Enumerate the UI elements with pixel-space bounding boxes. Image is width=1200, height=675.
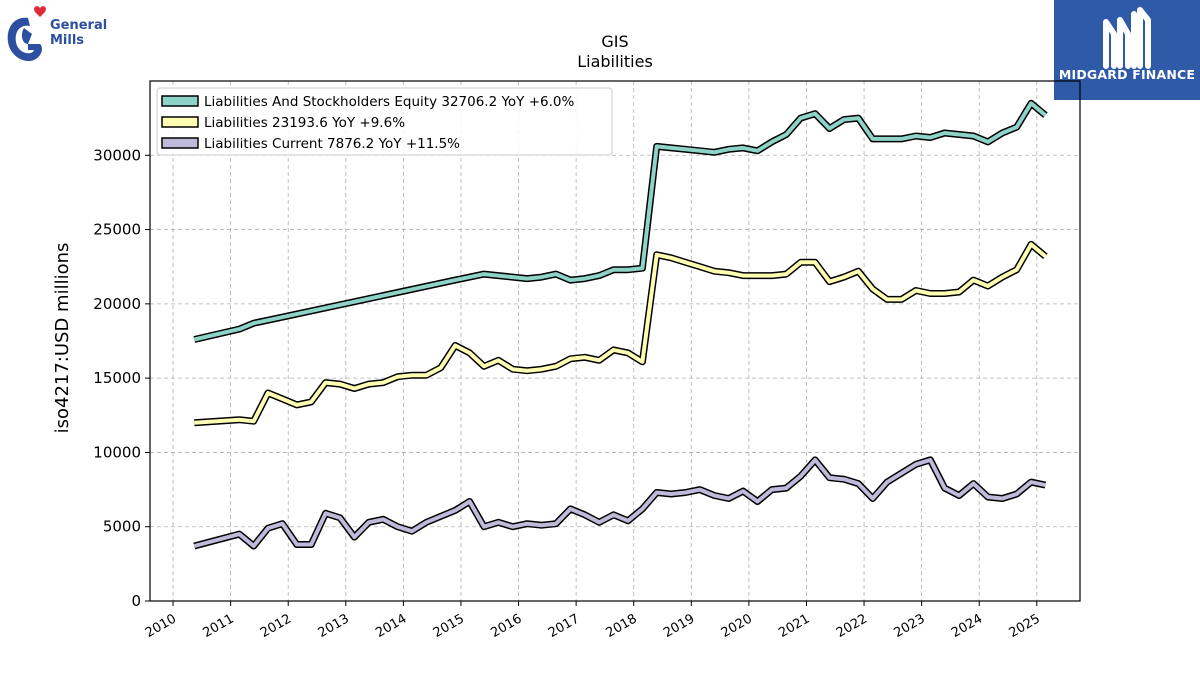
y-tick-label: 25000	[93, 221, 141, 239]
x-tick-label: 2015	[431, 611, 467, 641]
x-tick-label: 2025	[1007, 611, 1043, 641]
x-tick-label: 2017	[546, 611, 582, 641]
x-tick-label: 2010	[143, 611, 179, 641]
legend-swatch	[161, 116, 199, 128]
logo-word-mills: Mills	[50, 33, 85, 48]
y-tick-label: 5000	[103, 518, 141, 536]
midgard-finance-logo: MIDGARD FINANCE	[1054, 0, 1200, 100]
series-2	[194, 240, 1048, 427]
series-line	[193, 101, 1047, 342]
x-tick-label: 2020	[719, 611, 755, 641]
y-tick-label: 10000	[93, 443, 141, 461]
legend-label: Liabilities Current 7876.2 YoY +11.5%	[204, 136, 460, 152]
legend-box	[156, 87, 613, 156]
x-tick-label: 2011	[200, 611, 236, 641]
y-tick-label: 15000	[93, 369, 141, 387]
legend-swatch	[161, 95, 199, 107]
series-layer	[193, 99, 1048, 550]
chart-title: GIS	[601, 32, 628, 51]
x-tick-label: 2014	[373, 611, 409, 641]
series-line	[194, 242, 1047, 425]
y-tick-label: 30000	[93, 146, 141, 164]
chart-subtitle: Liabilities	[577, 52, 653, 71]
x-tick-label: 2018	[604, 611, 640, 641]
x-tick-label: 2022	[834, 611, 870, 641]
y-axis: 0 5000 10000 15000 20000 25000 30000	[93, 146, 150, 610]
general-mills-logo: General Mills	[4, 4, 124, 68]
series-line	[193, 457, 1046, 548]
x-axis: 2010 2011 2012 2013 2014 2015 2016 2017 2018 2019…	[143, 601, 1043, 641]
y-tick-label: 20000	[93, 295, 141, 313]
x-tick-label: 2012	[258, 611, 294, 641]
legend-label: Liabilities 23193.6 YoY +9.6%	[204, 115, 405, 131]
plot-frame	[149, 80, 1081, 602]
legend: Liabilities And Stockholders Equity 3270…	[156, 87, 613, 156]
legend-swatch	[161, 137, 199, 149]
y-tick-label: 0	[131, 592, 141, 610]
x-tick-label: 2016	[488, 611, 524, 641]
y-axis-label: iso4217:USD millions	[52, 243, 73, 434]
legend-label: Liabilities And Stockholders Equity 3270…	[204, 94, 574, 110]
x-tick-label: 2023	[891, 611, 927, 641]
x-tick-label: 2021	[776, 611, 812, 641]
logo-word-general: General	[50, 18, 108, 33]
x-tick-label: 2013	[316, 611, 352, 641]
general-mills-g-icon	[7, 6, 46, 62]
series-3	[193, 456, 1047, 550]
midgard-finance-text: MIDGARD FINANCE	[1058, 67, 1196, 82]
series-line-outline	[193, 456, 1047, 550]
x-tick-label: 2024	[949, 611, 985, 641]
midgard-emblem-icon	[1103, 7, 1151, 69]
grid-lines	[150, 81, 1080, 602]
series-1	[193, 99, 1048, 343]
x-tick-label: 2019	[661, 611, 697, 641]
